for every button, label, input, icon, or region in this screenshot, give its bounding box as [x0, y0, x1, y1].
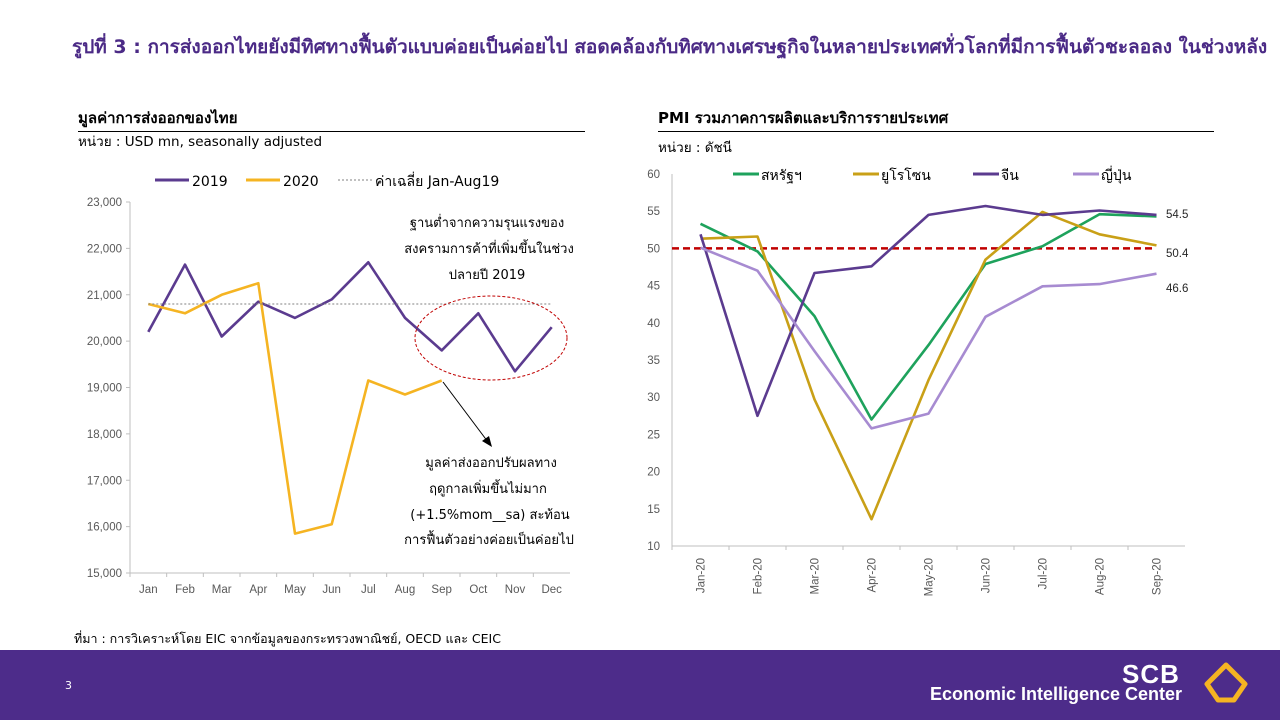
right-x-tick-label: Jul-20 [1038, 558, 1050, 589]
left-x-tick-label: Jun [322, 584, 341, 596]
left-y-tick-label: 19,000 [87, 383, 122, 395]
left-y-tick-label: 18,000 [87, 429, 122, 441]
left-x-tick-label: Apr [249, 584, 267, 596]
left-annotation-top-line: ฐานต่ำจากความรุนแรงของ [410, 214, 564, 231]
left-annotation-top-line: สงครามการค้าที่เพิ่มขึ้นในช่วง [404, 239, 574, 257]
right-x-tick-label: May-20 [924, 558, 936, 596]
right-series-line-2 [699, 204, 1157, 418]
right-data-label: 50.4 [1166, 248, 1189, 260]
left-x-tick-label: Dec [541, 584, 562, 596]
footer-bar [0, 650, 1280, 720]
left-legend-label: ค่าเฉลี่ย Jan-Aug19 [375, 172, 499, 190]
brand-logo-text: SCB [1122, 659, 1180, 689]
right-x-tick-label: Mar-20 [810, 558, 822, 594]
left-y-tick-label: 21,000 [87, 290, 122, 302]
right-legend-label: ยูโรโซน [881, 167, 931, 184]
right-chart-heading: PMI รวมภาคการผลิตและบริการรายประเทศ [658, 106, 1214, 132]
right-y-tick-label: 15 [647, 504, 660, 516]
left-y-tick-label: 15,000 [87, 568, 122, 580]
left-y-tick-label: 16,000 [87, 522, 122, 534]
left-legend-label: 2020 [283, 174, 319, 190]
right-y-tick-label: 45 [647, 281, 660, 293]
left-x-tick-label: Sep [431, 584, 451, 596]
left-annotation-bottom-line: มูลค่าส่งออกปรับผลทาง [425, 456, 557, 471]
right-legend-label: สหรัฐฯ [761, 168, 802, 184]
right-y-tick-label: 20 [647, 467, 660, 479]
page-title: รูปที่ 3 : การส่งออกไทยยังมีทิศทางฟื้นตั… [72, 36, 1268, 58]
left-legend-label: 2019 [192, 174, 228, 190]
right-legend-label: ญี่ปุ่น [1101, 166, 1132, 184]
page-number: 3 [65, 679, 72, 692]
right-y-tick-label: 50 [647, 243, 660, 255]
right-y-tick-label: 40 [647, 318, 660, 330]
left-chart-heading: มูลค่าการส่งออกของไทย [78, 106, 585, 132]
right-x-tick-label: Aug-20 [1095, 558, 1107, 595]
left-x-tick-label: Jul [361, 584, 376, 596]
right-series-line-3 [700, 246, 1157, 430]
left-y-tick-label: 22,000 [87, 243, 122, 255]
right-x-tick-label: Jan-20 [696, 558, 708, 593]
left-chart-unit: หน่วย : USD mn, seasonally adjusted [78, 134, 323, 150]
right-x-tick-label: Feb-20 [753, 558, 765, 594]
left-series-line-1 [147, 281, 443, 535]
brand-subtitle: Economic Intelligence Center [930, 684, 1183, 704]
left-annotation-arrowhead [482, 436, 492, 447]
right-y-tick-label: 10 [647, 541, 660, 553]
right-y-tick-label: 55 [647, 206, 660, 218]
left-highlight-ellipse [414, 295, 568, 381]
left-x-tick-label: Feb [175, 584, 195, 596]
left-x-tick-label: Jan [139, 584, 158, 596]
right-data-label: 54.5 [1166, 209, 1188, 221]
left-x-tick-label: Oct [469, 584, 488, 596]
right-y-tick-label: 35 [647, 355, 660, 367]
right-y-tick-label: 60 [647, 169, 660, 181]
left-annotation-bottom-line: การฟื้นตัวอย่างค่อยเป็นค่อยไป [404, 530, 574, 548]
right-y-tick-label: 30 [647, 392, 660, 404]
left-annotation-bottom-line: (+1.5%mom__sa) สะท้อน [410, 508, 570, 523]
right-x-tick-label: Sep-20 [1152, 558, 1164, 595]
left-series-line-0 [147, 261, 553, 373]
left-y-tick-label: 17,000 [87, 475, 122, 487]
right-x-tick-label: Apr-20 [867, 558, 879, 593]
right-series-line-0 [699, 212, 1157, 421]
left-annotation-arrow [442, 381, 489, 443]
left-x-tick-label: Aug [395, 584, 415, 596]
right-y-tick-label: 25 [647, 429, 660, 441]
right-legend-label: จีน [1001, 168, 1019, 184]
left-x-tick-label: Nov [505, 584, 526, 596]
left-x-tick-label: May [284, 584, 306, 596]
left-annotation-top-line: ปลายปี 2019 [449, 267, 526, 283]
source-note: ที่มา : การวิเคราะห์โดย EIC จากข้อมูลของ… [74, 631, 501, 646]
left-y-tick-label: 20,000 [87, 336, 122, 348]
scb-logo-icon [1204, 662, 1248, 703]
right-data-label: 46.6 [1166, 283, 1188, 295]
left-x-tick-label: Mar [212, 584, 232, 596]
right-x-tick-label: Jun-20 [981, 558, 993, 593]
left-y-tick-label: 23,000 [87, 197, 122, 209]
right-chart-unit: หน่วย : ดัชนี [658, 140, 732, 156]
left-annotation-bottom-line: ฤดูกาลเพิ่มขึ้นไม่มาก [429, 479, 547, 497]
right-series-line-1 [700, 210, 1157, 521]
